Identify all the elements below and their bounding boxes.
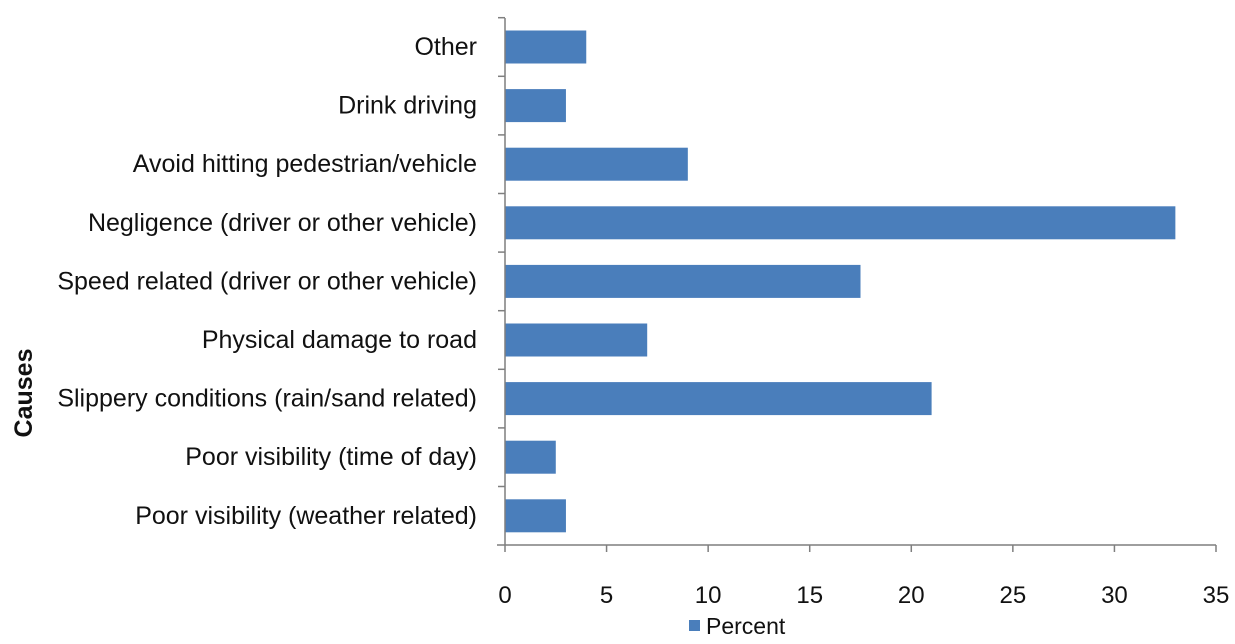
bar-negligence-driver-or-other-vehicle	[505, 206, 1176, 240]
x-tick-label-10: 10	[695, 582, 722, 609]
axes-layer	[497, 18, 1216, 546]
category-label-speed-related-driver-or-other-vehicle: Speed related (driver or other vehicle)	[57, 267, 477, 295]
legend-swatch	[689, 620, 700, 631]
category-label-poor-visibility-weather-related: Poor visibility (weather related)	[135, 502, 477, 530]
bar-poor-visibility-time-of-day	[505, 440, 556, 474]
bar-other	[505, 30, 587, 64]
category-label-negligence-driver-or-other-vehicle: Negligence (driver or other vehicle)	[88, 209, 477, 237]
x-tick-label-30: 30	[1101, 582, 1128, 609]
legend-label: Percent	[706, 613, 786, 639]
x-tick-label-5: 5	[600, 582, 613, 609]
x-tick-label-0: 0	[498, 582, 511, 609]
x-tick-label-20: 20	[898, 582, 925, 609]
legend: Percent	[689, 613, 786, 639]
x-tick-label-25: 25	[1000, 582, 1027, 609]
bar-speed-related-driver-or-other-vehicle	[505, 264, 861, 298]
bar-slippery-conditions-rain-sand-related	[505, 382, 932, 416]
ticks-layer: 0 5 10 15 20 25 30 35	[498, 16, 1230, 609]
bar-physical-damage-to-road	[505, 323, 648, 357]
bars-layer	[505, 30, 1176, 533]
category-label-poor-visibility-time-of-day: Poor visibility (time of day)	[185, 443, 477, 471]
category-labels: Other Drink driving Avoid hitting pedestri…	[57, 33, 477, 530]
category-label-physical-damage-to-road: Physical damage to road	[202, 326, 477, 354]
y-axis-title: Causes	[10, 349, 38, 438]
category-label-avoid-hitting-pedestrian-vehicle: Avoid hitting pedestrian/vehicle	[133, 150, 477, 178]
bar-poor-visibility-weather-related	[505, 499, 566, 533]
x-tick-label-35: 35	[1203, 582, 1230, 609]
category-label-slippery-conditions-rain-sand-related: Slippery conditions (rain/sand related)	[57, 385, 477, 413]
bar-drink-driving	[505, 89, 566, 123]
category-label-other: Other	[414, 33, 477, 61]
category-label-drink-driving: Drink driving	[338, 92, 477, 120]
x-tick-label-15: 15	[796, 582, 823, 609]
bar-avoid-hitting-pedestrian-vehicle	[505, 147, 688, 181]
